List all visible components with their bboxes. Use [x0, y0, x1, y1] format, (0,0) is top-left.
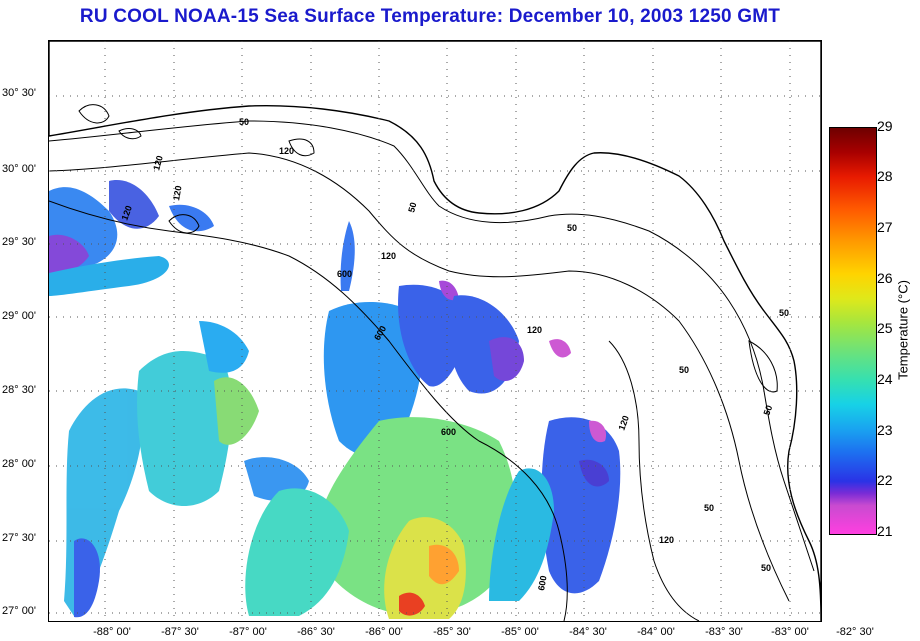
contour-label: 600	[536, 575, 548, 592]
sst-map: 50 120 50 120 120 50 50 120 600 600 120 …	[48, 40, 822, 622]
latitude-label: 27° 30'	[2, 532, 37, 544]
temperature-colorbar	[829, 127, 877, 535]
latitude-label: 29° 00'	[2, 310, 37, 322]
longitude-label: -85° 00'	[501, 626, 539, 638]
graticule	[49, 41, 821, 621]
colorbar-label: Temperature (°C)	[895, 280, 911, 380]
longitude-label: -86° 30'	[297, 626, 335, 638]
colorbar-tick: 21	[877, 523, 893, 539]
colorbar-tick: 24	[877, 371, 893, 387]
contour-label: 120	[279, 146, 294, 156]
contour-label: 120	[381, 251, 396, 261]
contour-label: 600	[337, 269, 352, 279]
contour-labels: 50 120 50 120 120 50 50 120 600 600 120 …	[119, 117, 789, 591]
longitude-label: -84° 00'	[637, 626, 675, 638]
longitude-label: -83° 30'	[705, 626, 743, 638]
latitude-label: 28° 00'	[2, 458, 37, 470]
longitude-label: -87° 00'	[229, 626, 267, 638]
contour-label: 50	[567, 223, 577, 233]
contour-label: 120	[171, 185, 183, 202]
colorbar-tick: 25	[877, 320, 893, 336]
longitude-label: -82° 30'	[836, 626, 874, 638]
sst-data-layer	[49, 180, 621, 619]
longitude-label: -84° 30'	[569, 626, 607, 638]
colorbar-tick: 23	[877, 422, 893, 438]
contour-label: 120	[616, 414, 631, 432]
contour-label: 600	[441, 427, 456, 437]
contour-label: 50	[761, 404, 774, 417]
contour-label: 120	[527, 325, 542, 335]
latitude-label: 30° 30'	[2, 87, 37, 99]
colorbar-tick: 28	[877, 168, 893, 184]
contour-label: 50	[406, 201, 418, 213]
contour-label: 120	[151, 154, 165, 171]
contour-label: 50	[704, 503, 714, 513]
longitude-label: -88° 00'	[93, 626, 131, 638]
contour-label: 50	[779, 308, 789, 318]
latitude-label: 30° 00'	[2, 163, 37, 175]
contour-label: 50	[239, 117, 249, 127]
contour-label: 120	[659, 535, 674, 545]
contour-label: 120	[119, 204, 134, 222]
longitude-label: -86° 00'	[365, 626, 403, 638]
colorbar-tick: 29	[877, 118, 893, 134]
colorbar-tick: 22	[877, 472, 893, 488]
latitude-label: 28° 30'	[2, 384, 37, 396]
colorbar-tick: 26	[877, 270, 893, 286]
map-canvas: 50 120 50 120 120 50 50 120 600 600 120 …	[49, 41, 821, 621]
colorbar-tick: 27	[877, 219, 893, 235]
latitude-label: 29° 30'	[2, 236, 37, 248]
contour-label: 50	[679, 365, 689, 375]
contour-label: 50	[761, 563, 771, 573]
coastline-islands	[78, 104, 142, 140]
map-title: RU COOL NOAA-15 Sea Surface Temperature:…	[79, 6, 781, 27]
longitude-label: -87° 30'	[161, 626, 199, 638]
latitude-label: 27° 00'	[2, 605, 37, 617]
longitude-label: -83° 00'	[771, 626, 809, 638]
longitude-label: -85° 30'	[433, 626, 471, 638]
coastline	[49, 41, 821, 621]
